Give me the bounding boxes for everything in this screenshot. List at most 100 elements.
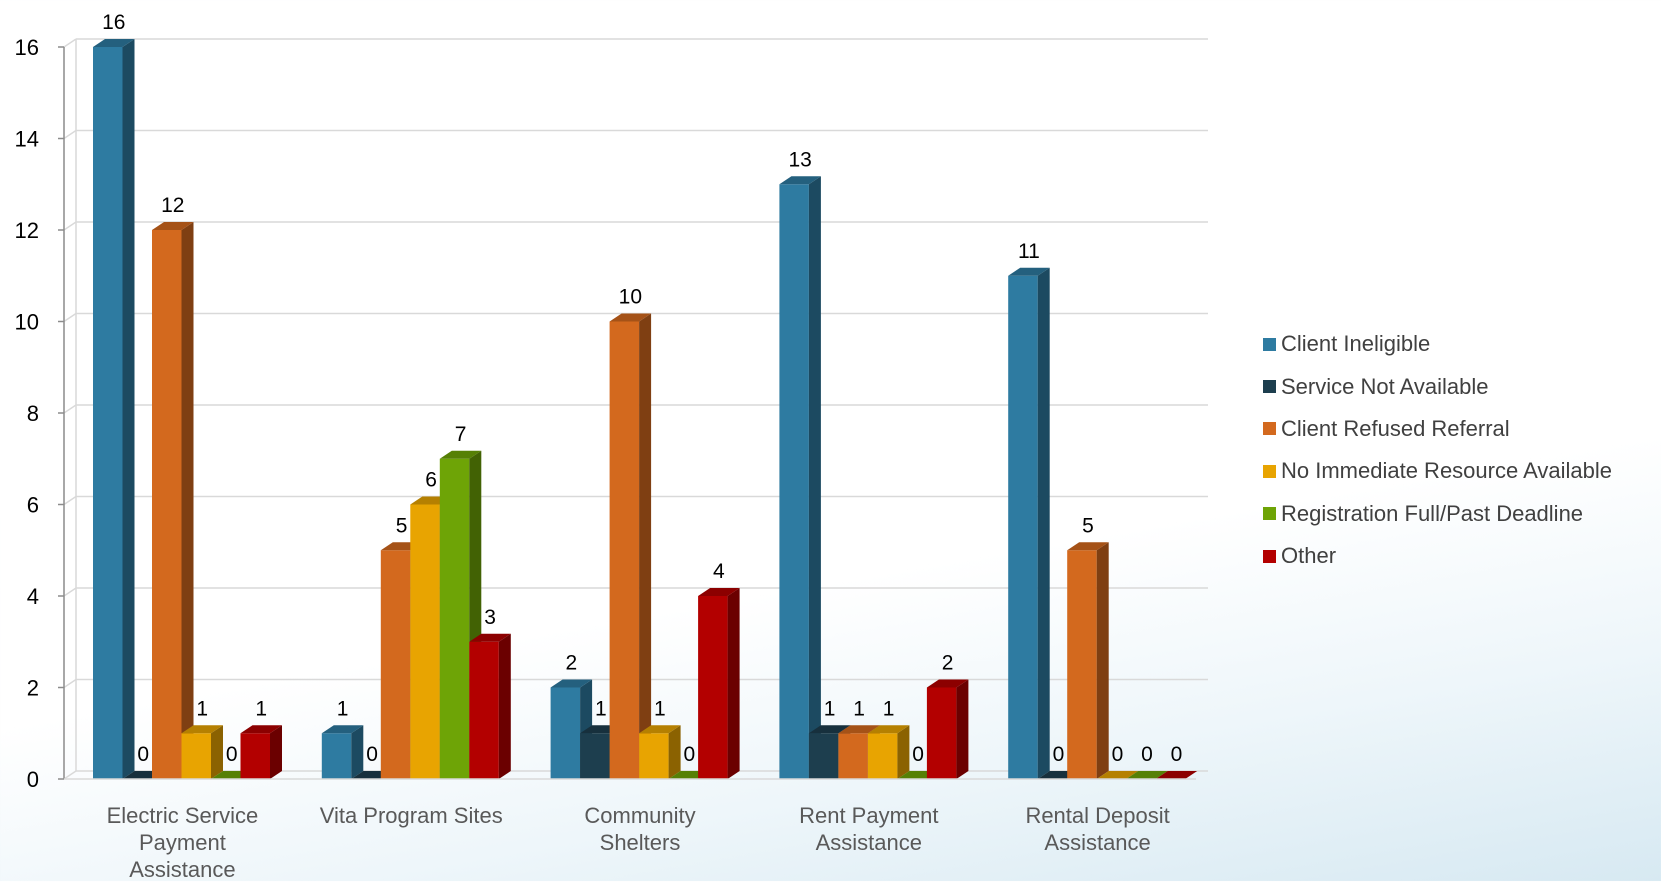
y-tick-label: 4 <box>27 584 39 609</box>
legend-swatch <box>1263 380 1276 394</box>
bar-top <box>609 313 652 322</box>
x-tick-label-line: Payment <box>139 830 226 855</box>
legend-label: Service Not Available <box>1281 373 1489 399</box>
bar <box>779 176 821 779</box>
gridline-side <box>63 221 77 231</box>
bar <box>698 588 740 779</box>
data-label: 5 <box>396 514 408 537</box>
bar-front <box>181 733 211 779</box>
legend-label: No Immediate Resource Available <box>1281 458 1612 484</box>
legend-swatch <box>1263 422 1276 436</box>
bar-side <box>808 176 821 779</box>
data-label: 1 <box>883 697 895 720</box>
bar-side <box>211 725 223 779</box>
x-tick-label: Vita Program Sites <box>320 803 503 828</box>
x-tick-label: Rent Payment Assistance <box>799 803 938 855</box>
legend-swatch <box>1263 507 1276 521</box>
bar <box>152 222 194 779</box>
data-label: 1 <box>337 697 349 720</box>
x-tick-label-line: Community <box>584 803 695 828</box>
bar <box>181 725 223 779</box>
bar-top <box>1067 542 1109 551</box>
x-tick-label-line: Assistance <box>129 857 235 881</box>
bar-front <box>926 687 957 779</box>
bar-top <box>469 633 511 642</box>
y-tick-label: 12 <box>15 218 39 243</box>
bar <box>240 725 282 779</box>
gridline-side <box>63 312 77 323</box>
bar-front <box>380 550 411 779</box>
legend-item: Other <box>1263 535 1612 577</box>
bar-side <box>498 633 511 779</box>
data-label: 2 <box>942 652 954 675</box>
bar <box>609 313 652 779</box>
data-label: 13 <box>788 148 811 171</box>
bar-side <box>1096 542 1109 779</box>
bar-top <box>779 176 821 185</box>
data-label: 1 <box>595 697 607 720</box>
data-label: 0 <box>366 743 378 766</box>
bar-top <box>1008 267 1050 276</box>
data-label: 7 <box>455 423 467 446</box>
data-label: 6 <box>425 469 437 492</box>
bar-front <box>93 47 123 779</box>
bar <box>926 679 969 779</box>
bar-front <box>550 687 581 779</box>
gridline-side <box>63 587 77 597</box>
gridline-side <box>63 38 77 48</box>
x-tick-label-line: Assistance <box>1044 830 1150 855</box>
data-label: 0 <box>912 743 924 766</box>
bar <box>1126 771 1168 779</box>
bar-front <box>469 641 499 779</box>
bar-front <box>439 458 470 779</box>
data-label: 0 <box>1141 743 1153 766</box>
y-tick-label: 16 <box>15 35 39 60</box>
bar-side <box>639 313 652 779</box>
x-tick-label: Rental Deposit Assistance <box>1025 803 1169 855</box>
x-tick-label: Electric Service Payment Assistance <box>107 803 259 881</box>
gridline-side <box>63 404 77 414</box>
data-label: 4 <box>713 560 725 583</box>
bar-top <box>439 450 482 459</box>
bar-side <box>668 725 681 779</box>
data-label: 0 <box>684 743 696 766</box>
bar-front <box>808 733 839 779</box>
gridline-side <box>63 129 77 140</box>
bar <box>867 725 910 779</box>
y-tick-label: 8 <box>27 401 39 426</box>
y-tick-label: 10 <box>15 310 39 335</box>
bar-side <box>727 588 740 779</box>
bar-front <box>152 230 182 779</box>
x-tick-label-line: Assistance <box>816 830 922 855</box>
bar-top <box>181 725 223 734</box>
x-tick-label-line: Electric Service <box>107 803 259 828</box>
bar-front <box>240 733 270 779</box>
bar-front <box>580 733 610 779</box>
bar <box>1096 771 1139 779</box>
bar-top <box>926 679 969 688</box>
legend-item: Registration Full/Past Deadline <box>1263 493 1612 535</box>
bar <box>1067 542 1109 779</box>
bar-side <box>351 725 364 779</box>
bar-front <box>698 596 728 779</box>
bar-front <box>838 733 868 779</box>
bar <box>469 633 511 779</box>
data-label: 0 <box>137 743 149 766</box>
data-label: 1 <box>824 697 836 720</box>
data-label: 16 <box>102 11 125 34</box>
legend-swatch <box>1263 337 1276 351</box>
data-label: 1 <box>853 697 865 720</box>
bar-front <box>609 321 640 779</box>
bar <box>639 725 681 779</box>
bar-top <box>321 725 364 734</box>
data-label: 0 <box>226 743 238 766</box>
bar <box>321 725 364 779</box>
bar-side <box>122 39 135 779</box>
legend-item: No Immediate Resource Available <box>1263 450 1612 492</box>
bar-front <box>1067 550 1097 779</box>
legend-swatch <box>1263 549 1276 563</box>
bar-front <box>639 733 669 779</box>
bar-front <box>779 184 809 779</box>
